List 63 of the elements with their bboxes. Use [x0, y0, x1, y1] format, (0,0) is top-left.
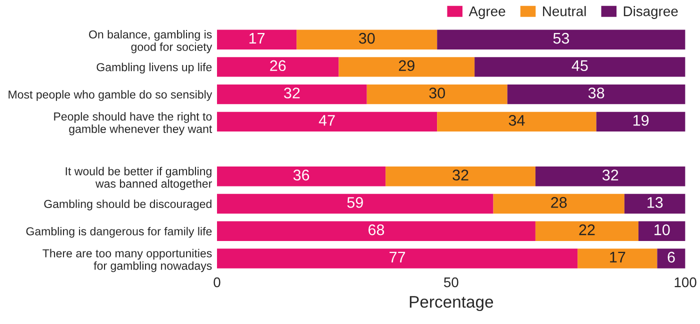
data-label: 10	[654, 224, 670, 236]
bar	[535, 221, 638, 241]
data-label: 77	[390, 252, 406, 262]
legend-label: Agree	[468, 6, 506, 19]
data-label: 30	[358, 32, 375, 44]
bar	[535, 166, 686, 186]
y-tick-label: Gambling should be discouraged	[44, 200, 212, 210]
x-tick-label: 50	[444, 277, 458, 288]
data-label: 30	[429, 88, 445, 98]
bar	[474, 57, 686, 77]
bar	[493, 194, 624, 214]
data-label: 6	[668, 252, 675, 263]
x-axis-title: Percentage	[410, 296, 494, 312]
bar	[217, 30, 297, 50]
data-label: 32	[602, 170, 618, 180]
data-label: 36	[293, 170, 310, 180]
data-label: 32	[452, 170, 468, 180]
legend-label: Neutral	[543, 6, 586, 16]
data-label: 53	[553, 32, 570, 44]
y-tick-label: On balance, gambling is good for society	[89, 30, 212, 54]
data-label: 32	[284, 88, 300, 98]
legend-label: Disagree	[624, 6, 678, 19]
bar	[296, 30, 438, 50]
data-label: 17	[610, 252, 626, 262]
y-tick-label: Gambling is dangerous for family life	[26, 226, 212, 238]
y-tick-label: Gambling livens up life	[96, 62, 212, 74]
bar	[217, 84, 367, 104]
data-label: 34	[508, 114, 525, 126]
data-label: 59	[347, 197, 363, 208]
bar	[386, 166, 536, 186]
data-label: 29	[398, 60, 414, 72]
bar	[217, 112, 438, 132]
bar	[578, 248, 658, 268]
data-label: 38	[588, 88, 604, 98]
data-label: 22	[579, 224, 595, 236]
bar	[437, 30, 686, 50]
bar	[507, 84, 686, 104]
data-label: 26	[270, 60, 286, 72]
data-label: 19	[633, 114, 649, 126]
bar	[624, 194, 686, 214]
bar	[217, 57, 339, 77]
data-label: 13	[648, 197, 663, 208]
bar	[596, 112, 686, 132]
bar	[217, 194, 494, 214]
x-tick-label: 100	[674, 277, 696, 288]
data-label: 68	[368, 224, 384, 236]
bar	[217, 248, 578, 268]
data-label: 28	[551, 197, 567, 208]
data-label: 47	[318, 115, 335, 126]
bar	[366, 84, 508, 104]
data-label: 45	[572, 60, 588, 72]
bar	[657, 248, 686, 268]
bar	[638, 221, 686, 241]
y-tick-label: People should have the right to gamble whenever they want	[54, 112, 212, 136]
y-tick-label: There are too many opportunities for gambling nowadays	[42, 248, 212, 272]
data-label: 17	[249, 33, 265, 44]
y-tick-label: It would be better if gambling was banned altogether	[66, 166, 212, 190]
y-tick-label: Most people who gamble do so sensibly	[8, 90, 212, 101]
bar	[217, 166, 386, 186]
x-tick-label: 0	[214, 277, 220, 288]
bar	[437, 112, 596, 132]
bar	[217, 221, 536, 241]
bar	[338, 57, 475, 77]
